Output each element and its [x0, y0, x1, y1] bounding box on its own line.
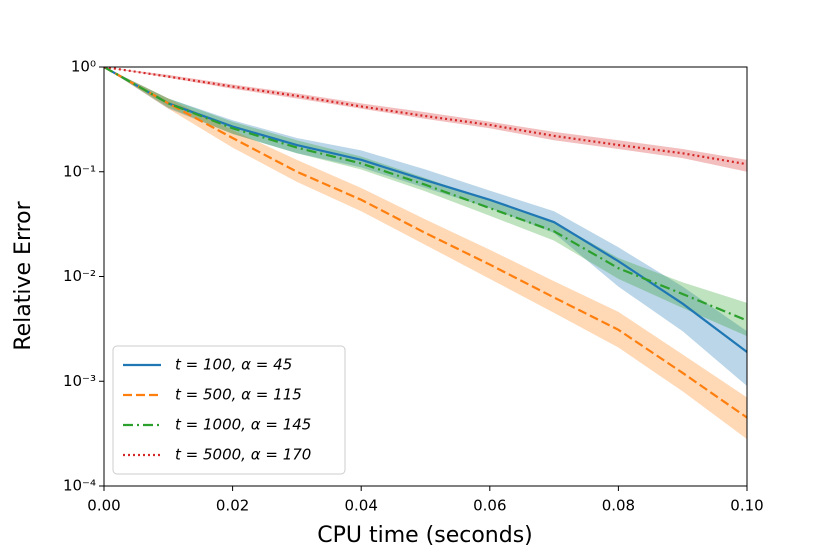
y-tick-label: 10⁻¹ [63, 162, 96, 180]
x-tick-label: 0.04 [344, 497, 377, 515]
legend-label: t = 1000, α = 145 [175, 416, 311, 434]
line [104, 67, 747, 322]
x-tick-label: 0.10 [730, 497, 763, 515]
legend-box [112, 345, 346, 475]
x-axis-label: CPU time (seconds) [317, 523, 533, 548]
legend-label: t = 500, α = 115 [175, 386, 302, 404]
legend-label: t = 5000, α = 170 [175, 446, 311, 464]
x-tick-label: 0.08 [602, 497, 635, 515]
x-tick-label: 0.02 [216, 497, 249, 515]
x-tick-label: 0.06 [473, 497, 506, 515]
legend-label: t = 100, α = 45 [175, 356, 292, 374]
y-tick-label: 10⁻⁴ [63, 477, 96, 495]
y-tick-label: 10⁻³ [63, 372, 96, 390]
y-tick-label: 10⁻² [63, 267, 96, 285]
confidence-band [104, 67, 747, 172]
confidence-band [104, 67, 747, 440]
line [104, 67, 747, 166]
confidence-band [104, 67, 747, 337]
x-tick-label: 0.00 [87, 497, 120, 515]
y-axis-label: Relative Error [11, 200, 36, 350]
y-tick-label: 10⁰ [71, 58, 96, 76]
line [104, 67, 747, 353]
line [104, 67, 747, 419]
confidence-band [104, 67, 747, 387]
